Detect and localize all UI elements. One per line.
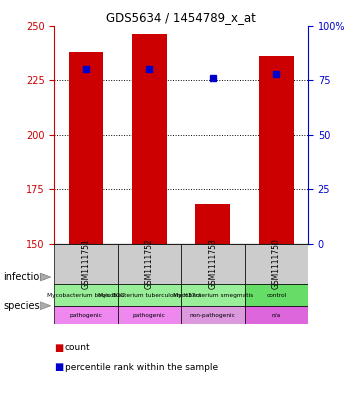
Text: GSM1111753: GSM1111753 — [208, 239, 217, 289]
Text: n/a: n/a — [272, 313, 281, 318]
Bar — [181, 284, 245, 306]
Text: GSM1111752: GSM1111752 — [145, 239, 154, 289]
Text: GSM1111751: GSM1111751 — [82, 239, 90, 289]
Polygon shape — [40, 302, 51, 310]
Text: infection: infection — [4, 272, 46, 282]
Text: Mycobacterium tuberculosis H37ra: Mycobacterium tuberculosis H37ra — [98, 292, 201, 298]
Title: GDS5634 / 1454789_x_at: GDS5634 / 1454789_x_at — [106, 11, 256, 24]
Bar — [245, 306, 308, 324]
Bar — [118, 306, 181, 324]
Text: ■: ■ — [54, 343, 63, 353]
Bar — [181, 306, 245, 324]
Text: species: species — [4, 301, 40, 311]
Bar — [181, 244, 245, 284]
Bar — [69, 52, 103, 244]
Bar — [195, 204, 230, 244]
Polygon shape — [40, 273, 51, 281]
Text: ■: ■ — [54, 362, 63, 373]
Text: Mycobacterium bovis BCG: Mycobacterium bovis BCG — [47, 292, 125, 298]
Bar — [259, 56, 294, 244]
Bar — [54, 306, 118, 324]
Bar — [118, 284, 181, 306]
Text: pathogenic: pathogenic — [133, 313, 166, 318]
Text: percentile rank within the sample: percentile rank within the sample — [65, 363, 218, 372]
Bar — [54, 244, 118, 284]
Text: control: control — [266, 292, 286, 298]
Bar — [245, 284, 308, 306]
Text: GSM1111750: GSM1111750 — [272, 239, 281, 289]
Bar — [245, 244, 308, 284]
Text: non-pathogenic: non-pathogenic — [190, 313, 236, 318]
Text: Mycobacterium smegmatis: Mycobacterium smegmatis — [173, 292, 253, 298]
Text: count: count — [65, 343, 90, 352]
Bar — [118, 244, 181, 284]
Bar — [132, 34, 167, 244]
Bar — [54, 284, 118, 306]
Text: pathogenic: pathogenic — [70, 313, 103, 318]
